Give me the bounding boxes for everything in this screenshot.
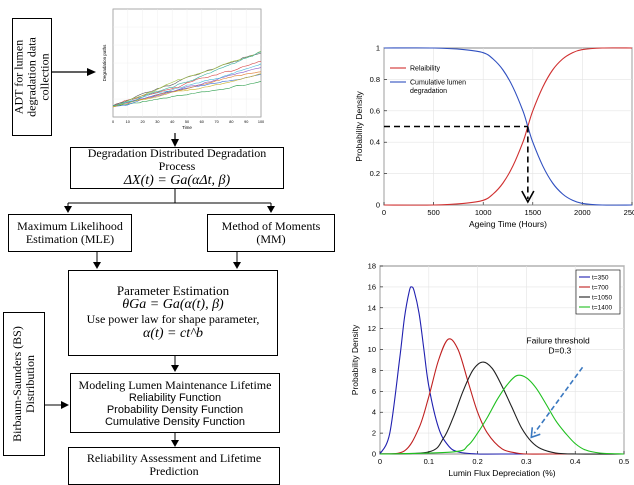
failure-threshold-arrow (533, 366, 584, 434)
legend-label-2: t=700 (592, 285, 609, 292)
series-line-4 (379, 374, 625, 455)
legend-label-2b: degradation (410, 88, 447, 95)
y-tick-label: 0.6 (370, 106, 380, 115)
x-tick-label: 500 (427, 208, 440, 217)
failure-threshold-value: D=0.3 (548, 346, 571, 356)
degradation-formula: ΔX(t) = Ga(αΔt, β) (123, 173, 231, 188)
thumb-x-tick: 60 (200, 120, 204, 124)
y-tick-label: 0.4 (370, 138, 380, 147)
x-tick-label: 0.5 (619, 457, 629, 466)
modeling-title: Modeling Lumen Maintenance Lifetime (78, 377, 272, 392)
adt-box: ADT for lumen degradation data collectio… (12, 18, 52, 136)
y-axis-label: Probability Density (350, 324, 360, 395)
modeling-item-2: Probability Density Function (106, 403, 244, 416)
y-tick-label: 12 (368, 324, 376, 333)
series-line-3 (379, 361, 625, 455)
legend-label-2a: Cumulative lumen (410, 80, 466, 87)
thumb-x-tick: 40 (170, 120, 174, 124)
param-formula: θGa = Ga(α(t), β) (122, 297, 224, 312)
y-tick-label: 0 (372, 450, 376, 459)
thumb-path-10 (112, 51, 262, 107)
y-tick-label: 0 (376, 201, 380, 210)
x-tick-label: 0.2 (472, 457, 482, 466)
thumb-path-9 (112, 50, 262, 107)
y-tick-label: 18 (368, 262, 376, 271)
thumb-x-tick: 10 (126, 120, 130, 124)
thumb-x-tick: 0 (112, 120, 114, 124)
param-box: Parameter Estimation θGa = Ga(α(t), β) U… (68, 270, 278, 356)
thumb-x-tick: 70 (214, 120, 218, 124)
series-line-1 (379, 286, 624, 455)
y-tick-label: 14 (368, 303, 376, 312)
legend-label-1: t=350 (592, 275, 609, 282)
x-tick-label: 0.4 (570, 457, 580, 466)
thumb-x-tick: 50 (185, 120, 189, 124)
x-tick-label: 0 (382, 208, 386, 217)
bs-box: Birbaum-Saunders (BS) Distribution (3, 312, 45, 456)
x-axis-label: Ageing Time (Hours) (469, 219, 547, 229)
legend-label-1: Relaibility (410, 66, 440, 73)
degradation-paths-thumbnail: 0 10 20 30 40 50 60 70 80 90 100 Time Degradation pa… (102, 8, 264, 130)
thumb-x-label: Time (182, 125, 192, 130)
x-axis-label: Lumin Flux Depreciation (%) (448, 468, 555, 478)
degradation-box: Degradation Distributed Degradation Proc… (70, 147, 284, 189)
assessment-box: Reliability Assessment and Lifetime Pred… (68, 447, 280, 485)
threshold-arrowhead (521, 190, 535, 204)
y-tick-label: 0.8 (370, 75, 380, 84)
x-tick-label: 2000 (574, 208, 591, 217)
thumb-path-7 (112, 61, 262, 107)
thumb-y-label: Degradation paths (102, 44, 107, 82)
thumb-x-tick: 30 (155, 120, 159, 124)
thumb-path-2 (112, 74, 262, 107)
y-tick-label: 10 (368, 345, 376, 354)
x-tick-label: 0 (378, 457, 382, 466)
param-formula2: α(t) = ct^b (142, 326, 204, 341)
param-title: Parameter Estimation (116, 283, 230, 298)
modeling-item-1: Reliability Function (128, 391, 222, 404)
legend-label-3: t=1050 (592, 295, 612, 302)
mle-box: Maximum Likelihood Estimation (MLE) (8, 214, 132, 252)
y-tick-label: 1 (376, 44, 380, 53)
failure-threshold-label: Failure threshold (526, 335, 590, 345)
x-tick-label: 0.3 (521, 457, 531, 466)
mm-label: Method of Moments (MM) (221, 219, 321, 246)
modeling-box: Modeling Lumen Maintenance Lifetime Reli… (70, 373, 280, 433)
pdf-chart: 0 0.1 0.2 0.3 0.4 0.5 0 2 4 6 8 10 12 14 16 18 Lumin Flu… (350, 262, 629, 479)
thumb-path-1 (112, 81, 262, 107)
mm-box: Method of Moments (MM) (207, 214, 335, 252)
degradation-title: Degradation Distributed Degradation Proc… (87, 146, 267, 173)
y-tick-label: 6 (372, 387, 376, 396)
thumb-x-tick: 90 (244, 120, 248, 124)
thumb-x-tick: 80 (229, 120, 233, 124)
y-tick-label: 8 (372, 366, 376, 375)
y-axis-label: Probability Density (354, 91, 364, 162)
failure-threshold-arrowhead (530, 427, 541, 439)
legend-label-4: t=1400 (592, 305, 612, 312)
modeling-item-3: Cumulative Density Function (104, 415, 245, 428)
assessment-title: Reliability Assessment and Lifetime Pred… (86, 451, 262, 478)
x-tick-label: 0.1 (424, 457, 434, 466)
y-tick-label: 4 (372, 408, 376, 417)
x-tick-label: 1500 (524, 208, 541, 217)
thumb-x-tick: 20 (140, 120, 144, 124)
x-tick-label: 1000 (475, 208, 492, 217)
mle-label: Maximum Likelihood Estimation (MLE) (17, 219, 123, 246)
y-tick-label: 2 (372, 429, 376, 438)
y-tick-label: 16 (368, 282, 376, 291)
param-text: Use power law for shape parameter, (86, 312, 260, 326)
thumb-x-tick: 100 (258, 120, 264, 124)
y-tick-label: 0.2 (370, 169, 380, 178)
thumb-path-4 (112, 73, 262, 108)
